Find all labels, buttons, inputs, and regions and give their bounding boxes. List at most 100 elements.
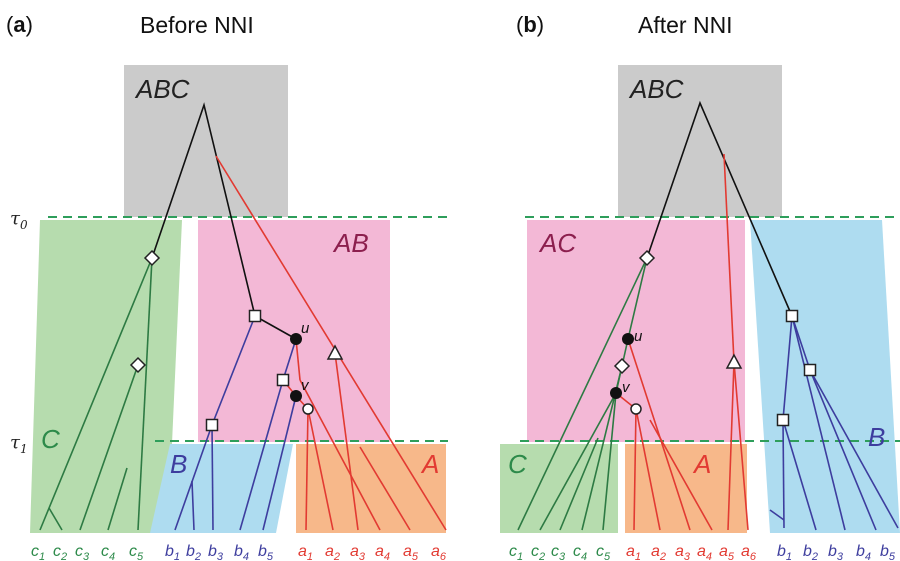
svg-text:a2: a2 [651,543,666,561]
leaf-subscript: 3 [559,551,566,561]
node-diamond-marker [613,357,631,375]
tau0-label: τ0 [10,208,28,232]
leaf-subscript: 4 [109,551,115,561]
panel-title-b: After NNI [638,12,733,38]
leaf-subscript: 2 [60,551,67,561]
tau0-subscript: 0 [20,218,28,232]
leaf-subscript: 4 [384,551,390,561]
node-v-dot [290,390,302,402]
leaf-subscript: 4 [581,551,587,561]
leaf-subscript: 1 [635,551,641,561]
leaf-label: b [258,543,267,560]
leaf-label: a [741,543,750,560]
leaf-subscript: 3 [359,551,366,561]
node-diamond-marker [638,249,656,267]
leaf-subscript: 2 [811,551,818,561]
node-triangle-marker [326,344,344,360]
leaf-label: b [165,543,174,560]
node-circle-marker [630,403,642,415]
leaf-subscript: 2 [538,551,545,561]
svg-text:a4: a4 [375,543,390,561]
leaf-label: c [129,543,137,560]
pop-c-label-b: C [508,449,527,479]
svg-text:b1: b1 [165,543,180,561]
pop-a-label-a: A [420,449,439,479]
leaf-label: c [596,543,604,560]
svg-text:a1: a1 [626,543,641,561]
leaf-label: a [298,543,307,560]
leaf-subscript: 4 [865,551,871,561]
svg-text:b2: b2 [803,543,818,561]
leaf-label: b [828,543,837,560]
leaf-labels-a: c1 c2 c3 c4 c5 b1 b2 b3 b4 b5 a1 a2 a3 a… [31,543,447,561]
svg-text:b5: b5 [258,543,274,561]
pop-b-label-a: B [170,449,187,479]
pop-c-region-b [500,444,618,533]
svg-text:a4: a4 [697,543,712,561]
leaf-subscript: 1 [786,551,792,561]
abc-box-b [618,65,782,217]
svg-text:a6: a6 [431,543,447,561]
leaf-subscript: 3 [217,551,224,561]
leaf-subscript: 1 [517,551,523,561]
svg-text:b2: b2 [186,543,201,561]
node-v-label-a: v [301,377,310,394]
leaf-subscript: 1 [39,551,45,561]
svg-text:b5: b5 [880,543,896,561]
leaf-subscript: 3 [83,551,90,561]
svg-text:b3: b3 [828,543,844,561]
svg-text:c2: c2 [53,543,67,561]
panel-b: (b) After NNI ABC AC C A B u v c1 c2 c3 … [500,12,900,561]
leaf-subscript: 2 [194,551,201,561]
leaf-subscript: 3 [684,551,691,561]
leaf-label: b [803,543,812,560]
leaf-subscript: 1 [307,551,313,561]
node-u-dot [290,333,302,345]
ac-label: AC [538,228,576,258]
tau1-subscript: 1 [20,442,28,456]
svg-text:b4: b4 [234,543,249,561]
leaf-label: c [531,543,539,560]
svg-text:c2: c2 [531,543,545,561]
leaf-subscript: 2 [333,551,340,561]
leaf-label: a [403,543,412,560]
root-label-b: ABC [628,74,684,104]
gene-tree-a [39,102,447,531]
leaf-subscript: 6 [440,551,447,561]
leaf-label: b [880,543,889,560]
leaf-label: b [234,543,243,560]
pop-c-region-a [30,220,182,533]
leaf-label: c [53,543,61,560]
leaf-subscript: 6 [750,551,757,561]
leaf-label: a [350,543,359,560]
node-square-marker [803,363,817,377]
leaf-label: b [856,543,865,560]
leaf-subscript: 5 [889,551,896,561]
pop-b-region-a [150,444,293,533]
panel-title-a: Before NNI [140,12,254,38]
leaf-subscript: 3 [837,551,844,561]
pop-a-label-b: A [692,449,711,479]
tau1-label: τ1 [10,432,28,456]
node-square-marker [776,413,790,427]
svg-text:b1: b1 [777,543,792,561]
leaf-labels-b: c1 c2 c3 c4 c5 a1 a2 a3 a4 a5 a6 b1 b2 b… [509,543,896,561]
node-square-marker [205,418,219,432]
pop-b-label-b: B [868,422,885,452]
panel-letter-b: (b) [516,12,544,37]
leaf-subscript: 5 [137,551,144,561]
svg-text:c3: c3 [75,543,90,561]
node-square-marker [248,309,262,323]
svg-text:a3: a3 [675,543,691,561]
gene-tree-b [517,100,899,531]
node-v-dot [610,387,622,399]
leaf-subscript: 5 [412,551,419,561]
leaf-label: c [101,543,109,560]
svg-text:c1: c1 [31,543,45,561]
leaf-subscript: 1 [174,551,180,561]
node-triangle-marker [725,353,743,369]
panel-letter-a: (a) [6,12,33,37]
leaf-subscript: 2 [659,551,666,561]
root-label-a: ABC [134,74,190,104]
node-square-marker [785,309,799,323]
